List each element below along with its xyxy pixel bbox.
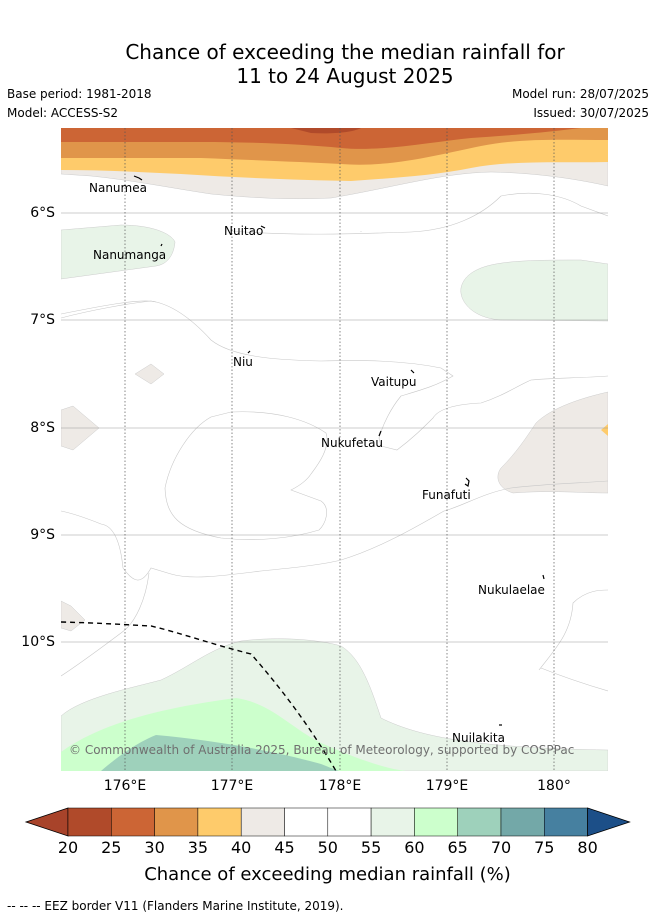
- colorbar-tick-label: 55: [360, 838, 382, 857]
- colorbar-segment: [457, 807, 502, 837]
- island-funafuti: [464, 477, 470, 487]
- colorbar-tick-label: 35: [187, 838, 209, 857]
- latitude-gridlines: [61, 212, 608, 643]
- colorbar: [24, 807, 631, 837]
- lon-label-180: 180°: [537, 778, 571, 794]
- contour-65-70-band-south: [101, 735, 339, 771]
- eez-footnote: -- -- -- EEZ border V11 (Flanders Marine…: [7, 899, 344, 913]
- place-label-nuitao: Nuitao: [224, 224, 263, 238]
- place-label-nukulaelae: Nukulaelae: [478, 583, 545, 597]
- colorbar-tick-label: 20: [57, 838, 79, 857]
- colorbar-tick-label: 70: [490, 838, 512, 857]
- colorbar-segment: [500, 807, 545, 837]
- island-nanumanga: [160, 243, 163, 247]
- issued-date: Issued: 30/07/2025: [533, 106, 649, 120]
- contour-40-45-patch-east: [497, 391, 608, 494]
- title-line-2: 11 to 24 August 2025: [236, 64, 454, 88]
- lon-label-178e: 178°E: [318, 778, 362, 794]
- lon-label-176e: 176°E: [103, 778, 147, 794]
- lon-label-179e: 179°E: [425, 778, 469, 794]
- colorbar-segment: [240, 807, 285, 837]
- colorbar-tick-label: 25: [101, 838, 122, 857]
- lat-label-8s: 8°S: [30, 420, 55, 436]
- contour-40-45-patch-southwest: [61, 600, 86, 632]
- island-vaitupu: [410, 369, 415, 374]
- place-label-funafuti: Funafuti: [422, 488, 471, 502]
- model-name: Model: ACCESS-S2: [7, 106, 119, 120]
- contour-55-60-patch-nanumanga: [61, 224, 176, 280]
- colorbar-tick-label: 75: [534, 838, 555, 857]
- colorbar-tick-label: 40: [231, 838, 252, 857]
- lat-label-7s: 7°S: [30, 312, 55, 328]
- colorbar-segment: [544, 807, 588, 837]
- colorbar-segment: [370, 807, 415, 837]
- lat-label-6s: 6°S: [30, 205, 55, 221]
- colorbar-over-arrow: [587, 807, 631, 837]
- place-label-nanumea: Nanumea: [89, 181, 147, 195]
- map-title: Chance of exceeding the median rainfall …: [0, 40, 655, 88]
- colorbar-tick-label: 50: [317, 838, 338, 857]
- title-line-1: Chance of exceeding the median rainfall …: [125, 40, 565, 64]
- base-period: Base period: 1981-2018: [7, 87, 152, 101]
- colorbar-segment: [284, 807, 329, 837]
- colorbar-segment: [154, 807, 199, 837]
- contour-40-45-patch-small: [134, 363, 165, 385]
- lat-label-10s: 10°S: [21, 634, 55, 650]
- colorbar-tick-label: 45: [274, 838, 295, 857]
- lat-label-9s: 9°S: [30, 527, 55, 543]
- colorbar-segment: [414, 807, 458, 837]
- contour-25-30-band: [61, 128, 608, 149]
- island-nanumea: [133, 175, 143, 181]
- island-outlines: [133, 175, 545, 726]
- colorbar-segment: [327, 807, 372, 837]
- island-nukufetau: [378, 430, 382, 437]
- colorbar-tick-label: 60: [404, 838, 425, 857]
- eez-border-line: [61, 621, 337, 771]
- rainfall-map: Nanumea Nuitao Nanumanga Niu Vaitupu Nuk…: [61, 128, 608, 771]
- place-label-nuilakita: Nuilakita: [452, 731, 505, 745]
- model-run: Model run: 28/07/2025: [511, 87, 649, 101]
- island-nuitao: [260, 225, 266, 229]
- longitude-gridlines: [124, 128, 555, 771]
- colorbar-tick-label: 80: [577, 838, 598, 857]
- contour-35-40-dot-east: [601, 424, 608, 436]
- contour-20-25-patch: [291, 128, 361, 134]
- island-nukulaelae: [542, 574, 545, 580]
- colorbar-under-arrow: [24, 807, 69, 837]
- contour-55-60-patch-east: [460, 259, 608, 322]
- colorbar-tick-label: 30: [144, 838, 165, 857]
- colorbar-segment: [67, 807, 112, 837]
- colorbar-tick-label: 65: [447, 838, 468, 857]
- lon-label-177e: 177°E: [210, 778, 254, 794]
- place-label-niu: Niu: [233, 355, 253, 369]
- place-label-vaitupu: Vaitupu: [371, 375, 417, 389]
- colorbar-segment: [197, 807, 242, 837]
- colorbar-segment: [111, 807, 155, 837]
- map-canvas: Nanumea Nuitao Nanumanga Niu Vaitupu Nuk…: [61, 128, 608, 771]
- place-label-nukufetau: Nukufetau: [321, 436, 383, 450]
- island-niu: [247, 350, 251, 354]
- colorbar-title: Chance of exceeding median rainfall (%): [144, 864, 511, 885]
- copyright-notice: © Commonwealth of Australia 2025, Bureau…: [69, 743, 574, 757]
- place-label-nanumanga: Nanumanga: [93, 248, 166, 262]
